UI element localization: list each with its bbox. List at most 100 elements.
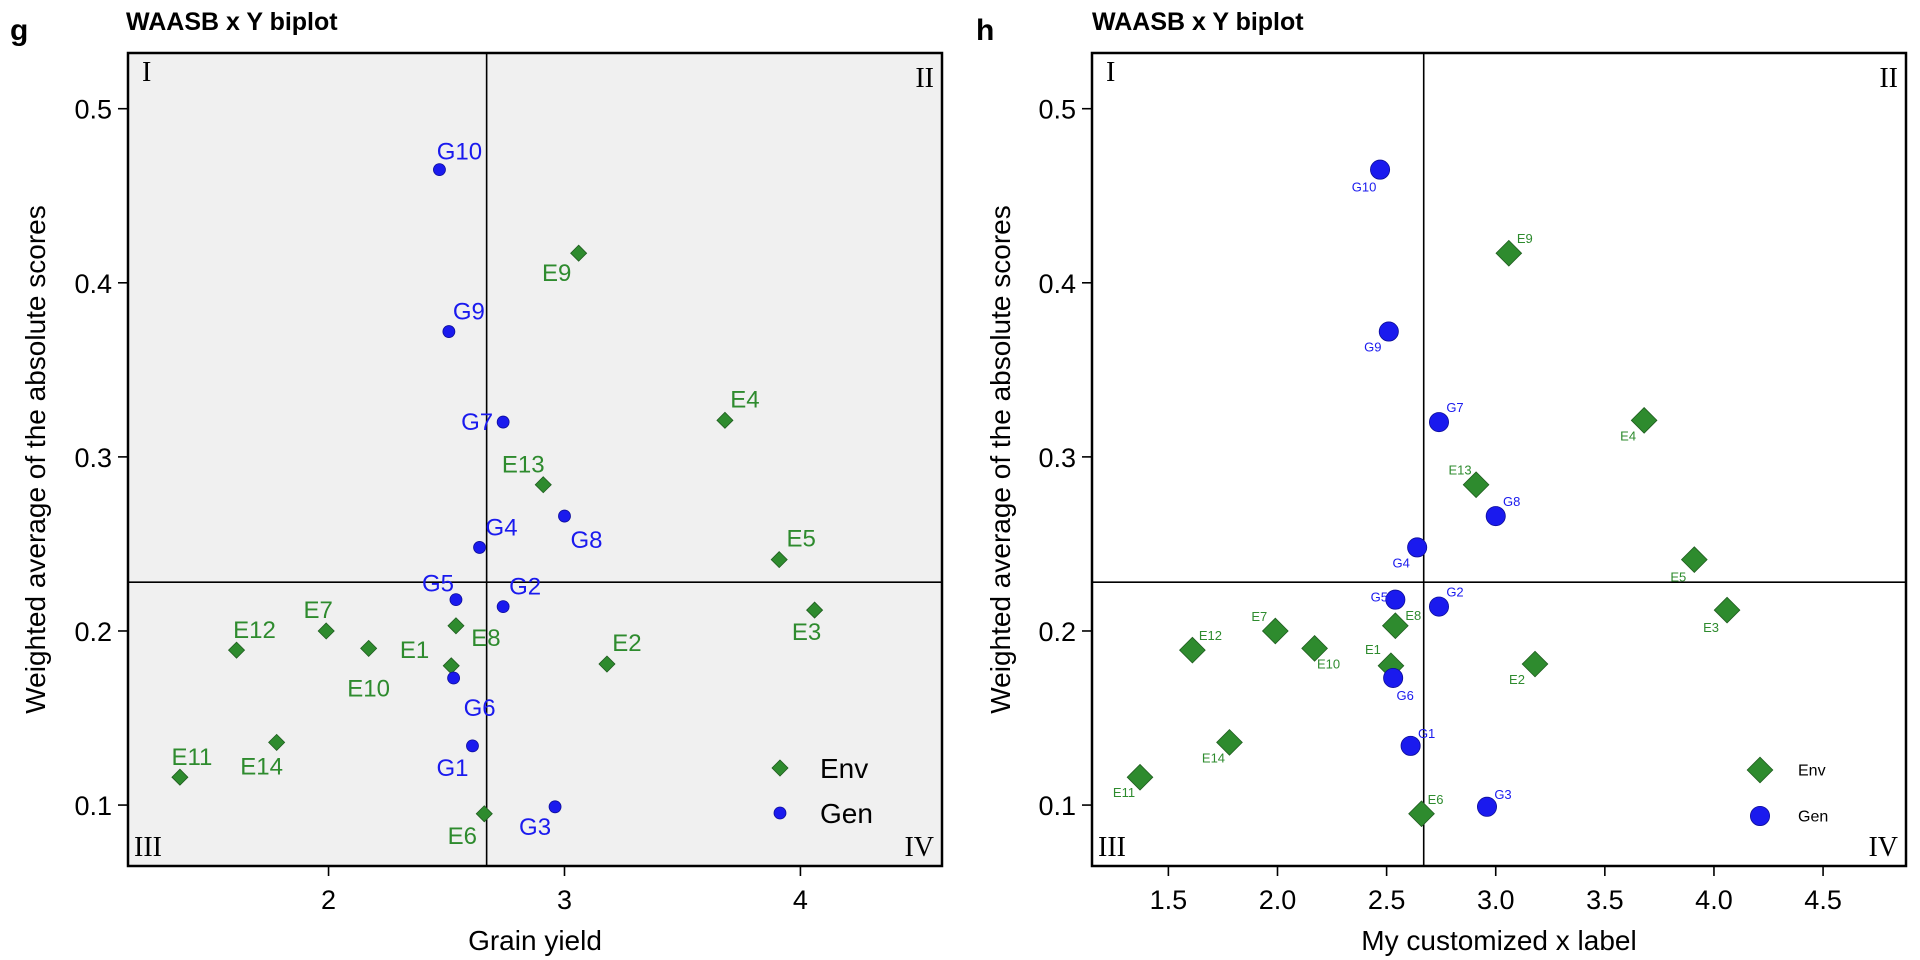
plot-frame bbox=[1090, 51, 1908, 868]
env-point bbox=[1381, 612, 1409, 640]
point-label: E8 bbox=[471, 625, 500, 652]
gen-point bbox=[1400, 735, 1421, 756]
point-label: G10 bbox=[437, 139, 482, 166]
panel-letter: h bbox=[976, 14, 994, 47]
env-point bbox=[1301, 635, 1328, 662]
gen-point bbox=[1370, 159, 1391, 180]
x-tick-label: 4.5 bbox=[1804, 885, 1842, 915]
gen-point bbox=[473, 541, 486, 554]
point-label: E3 bbox=[1703, 620, 1719, 635]
gen-point bbox=[548, 800, 562, 814]
y-tick-label: 0.4 bbox=[1038, 269, 1076, 299]
gen-point bbox=[1378, 321, 1399, 342]
point-label: G8 bbox=[570, 527, 602, 554]
point-label: G10 bbox=[1352, 180, 1377, 195]
y-tick-label: 0.5 bbox=[1038, 95, 1076, 125]
gen-point bbox=[447, 671, 461, 685]
env-point bbox=[268, 733, 286, 751]
y-axis-label: Weighted average of the absolute scores bbox=[985, 205, 1016, 713]
y-tick-label: 0.5 bbox=[74, 95, 112, 125]
point-label: G9 bbox=[453, 299, 485, 326]
gen-point bbox=[1485, 506, 1506, 527]
gen-point bbox=[1385, 589, 1406, 610]
legend-marker-gen bbox=[1750, 806, 1771, 827]
plot-background bbox=[128, 53, 942, 866]
point-label: E7 bbox=[304, 597, 333, 624]
point-label: E9 bbox=[542, 260, 571, 287]
point-label: G6 bbox=[464, 695, 496, 722]
gen-point bbox=[1428, 412, 1449, 433]
point-label: E11 bbox=[1113, 785, 1135, 800]
y-tick-label: 0.2 bbox=[1038, 617, 1076, 647]
legend-label: Gen bbox=[820, 798, 873, 829]
x-tick-label: 4 bbox=[793, 885, 808, 915]
point-label: E10 bbox=[1317, 656, 1340, 671]
point-label: E8 bbox=[1405, 608, 1421, 623]
legend-marker-env bbox=[771, 759, 789, 777]
point-label: E2 bbox=[612, 630, 641, 657]
env-point bbox=[227, 641, 246, 659]
env-point bbox=[447, 617, 465, 635]
gen-point bbox=[466, 739, 479, 753]
x-axis-label: Grain yield bbox=[468, 925, 602, 956]
quadrant-label: IV bbox=[1868, 832, 1898, 863]
env-point bbox=[534, 476, 552, 494]
point-label: G7 bbox=[461, 409, 493, 436]
legend-label: Gen bbox=[1798, 809, 1828, 826]
gen-point bbox=[1428, 596, 1449, 617]
quadrant-label: I bbox=[1106, 57, 1115, 88]
x-tick-label: 3.0 bbox=[1477, 885, 1515, 915]
env-point bbox=[1680, 546, 1708, 573]
env-point bbox=[1216, 729, 1243, 756]
legend-label: Env bbox=[820, 753, 868, 784]
x-tick-label: 3.5 bbox=[1586, 885, 1624, 915]
y-tick-label: 0.1 bbox=[74, 791, 112, 821]
quadrant-label: IV bbox=[904, 832, 934, 863]
point-label: G2 bbox=[509, 574, 541, 601]
env-point bbox=[317, 622, 335, 640]
x-tick-label: 2.5 bbox=[1368, 885, 1406, 915]
env-point bbox=[1521, 650, 1549, 678]
point-label: E7 bbox=[1251, 609, 1267, 624]
gen-point bbox=[496, 600, 510, 614]
point-label: G5 bbox=[1371, 590, 1388, 605]
point-label: E1 bbox=[1365, 642, 1381, 657]
point-label: E6 bbox=[448, 823, 477, 850]
gen-point bbox=[442, 325, 456, 338]
gen-point bbox=[433, 163, 446, 177]
point-label: E14 bbox=[240, 753, 283, 780]
y-tick-label: 0.1 bbox=[1038, 791, 1076, 821]
point-label: E13 bbox=[502, 452, 545, 479]
point-label: E13 bbox=[1449, 463, 1472, 478]
gen-point bbox=[496, 415, 510, 429]
plot-background bbox=[1092, 53, 1906, 866]
gen-point bbox=[558, 509, 571, 523]
point-label: G9 bbox=[1364, 340, 1381, 355]
gen-point bbox=[449, 593, 463, 607]
point-label: G3 bbox=[519, 814, 551, 841]
legend-marker-gen bbox=[773, 806, 787, 820]
point-label: E5 bbox=[787, 526, 816, 553]
env-point bbox=[1713, 596, 1741, 624]
legend-label: Env bbox=[1798, 763, 1826, 780]
quadrant-label: I bbox=[142, 57, 151, 88]
chart-title: WAASB x Y biplot bbox=[1092, 8, 1304, 36]
env-point bbox=[1126, 763, 1154, 791]
point-label: G1 bbox=[1418, 726, 1435, 741]
env-point bbox=[716, 411, 734, 429]
env-point bbox=[1630, 406, 1658, 434]
y-tick-label: 0.3 bbox=[74, 443, 112, 473]
point-label: E6 bbox=[1428, 792, 1444, 807]
env-point bbox=[1261, 617, 1289, 645]
env-point bbox=[598, 655, 616, 673]
point-label: G8 bbox=[1503, 494, 1520, 509]
point-label: G1 bbox=[436, 755, 468, 782]
point-label: E5 bbox=[1670, 570, 1686, 585]
gen-point bbox=[1383, 667, 1404, 688]
point-label: E11 bbox=[171, 744, 212, 771]
point-label: G4 bbox=[486, 514, 518, 541]
legend-marker-env bbox=[1746, 756, 1774, 784]
env-point bbox=[1408, 800, 1435, 828]
